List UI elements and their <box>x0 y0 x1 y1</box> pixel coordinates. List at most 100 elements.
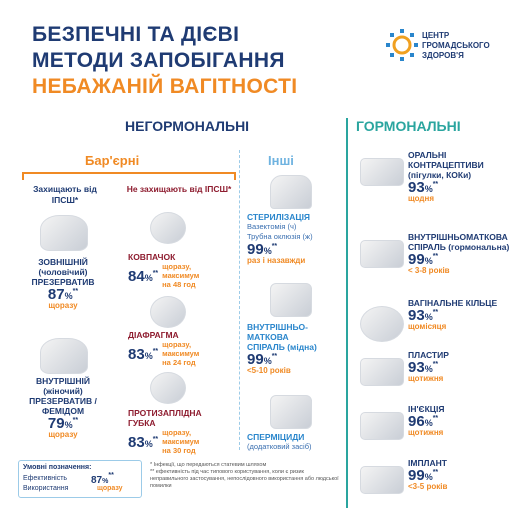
rate-note: ** <box>271 353 278 360</box>
usage-line: максимум <box>162 349 200 358</box>
rate-note: ** <box>432 469 439 476</box>
rate-note: ** <box>152 347 159 355</box>
method-name: ІН'ЄКЦІЯ <box>408 404 445 414</box>
rate-value: 93 <box>408 179 425 196</box>
rate-unit: % <box>424 472 433 482</box>
footnote: ** ефективність під час типового користу… <box>150 469 339 489</box>
divider <box>239 150 240 450</box>
usage: щоразу, максимум на 48 год <box>162 262 199 289</box>
usage-line: щоразу <box>48 430 78 439</box>
title-line: МЕТОДИ ЗАПОБІГАННЯ <box>32 49 285 72</box>
logo-text: ЦЕНТР <box>422 31 450 40</box>
rate: 99%** <box>408 251 526 268</box>
rate-unit: % <box>424 312 433 322</box>
illustration <box>360 358 404 386</box>
rate: 93%** <box>408 179 526 196</box>
method-name: (чоловічий) <box>38 267 88 277</box>
illustration <box>360 466 404 494</box>
section-title: НЕГОРМОНАЛЬНІ <box>125 118 250 134</box>
rate-value: 99 <box>247 351 264 368</box>
rate-unit: % <box>424 364 433 374</box>
rate: 96%** <box>408 414 526 429</box>
rate-unit: % <box>64 291 73 301</box>
rate: 87%** <box>18 287 108 302</box>
illustration <box>150 296 186 328</box>
method-name: ДІАФРАГМА <box>128 330 179 340</box>
usage-line: на 48 год <box>162 280 196 289</box>
legend-usage: щоразу <box>97 485 123 492</box>
column-heading: Не захищають від ІПСШ* <box>126 184 232 194</box>
rate-unit: % <box>263 246 272 256</box>
usage-line: <5-10 років <box>247 366 291 375</box>
method-name: ВНУТРІШНІЙ <box>36 376 90 386</box>
rate-row: 83%** щоразу, максимум на 24 год <box>128 340 238 367</box>
rate: 99%** <box>408 467 526 484</box>
usage-line: максимум <box>162 271 200 280</box>
method-name: СТЕРИЛІЗАЦІЯ <box>247 212 311 222</box>
method: КОВПАЧОК 84%** щоразу, максимум на 48 год <box>128 252 238 289</box>
method-name: ГУБКА <box>128 418 156 428</box>
footnotes: * Інфекції, що передаються статевим шлях… <box>150 462 340 490</box>
method: ОРАЛЬНІ КОНТРАЦЕПТИВИ (пігулки, КОКи) 93%**… <box>408 150 526 204</box>
logo-mark <box>386 29 418 61</box>
subsection-title: Інші <box>268 153 294 168</box>
rate-value: 93 <box>408 359 425 376</box>
method: ЗОВНІШНІЙ (чоловічий) ПРЕЗЕРВАТИВ 87%** щора… <box>18 257 108 311</box>
divider <box>346 118 348 508</box>
rate-note: ** <box>432 361 439 368</box>
legend-label: Ефективність <box>23 475 68 482</box>
footnote: * Інфекції, що передаються статевим шлях… <box>150 462 267 468</box>
rate-note: ** <box>152 435 159 443</box>
rate-value: 99 <box>408 251 425 268</box>
method-name: ФЕМІДОМ <box>41 406 85 416</box>
method-name: СПІРАЛЬ (мідна) <box>247 342 317 352</box>
rate-value: 99 <box>408 467 425 484</box>
rate-value: 84 <box>128 267 145 285</box>
method: ІМПЛАНТ 99%** <3-5 років <box>408 458 526 492</box>
method-name: ПРЕЗЕРВАТИВ / <box>29 396 97 406</box>
rate-note: ** <box>72 288 79 295</box>
method-name: МАТКОВА <box>247 332 289 342</box>
usage-line: щоразу <box>48 301 78 310</box>
rate-value: 99 <box>247 241 264 258</box>
method-detail: Вазектомія (ч) <box>247 222 297 231</box>
method-name: ПРЕЗЕРВАТИВ <box>31 277 95 287</box>
method-name: ВНУТРІШНЬОМАТКОВА <box>408 232 508 242</box>
illustration <box>270 175 312 209</box>
usage-line: щодня <box>408 194 435 203</box>
illustration <box>150 212 186 244</box>
illustration <box>360 306 404 342</box>
usage-line: <3-5 років <box>408 482 448 491</box>
rate-value: 87 <box>91 475 103 486</box>
method-detail: (додатковий засіб) <box>247 442 312 451</box>
rate-unit: % <box>263 356 272 366</box>
method: СТЕРИЛІЗАЦІЯ Вазектомія (ч) Трубна оклюзія… <box>247 212 345 266</box>
illustration <box>270 283 312 317</box>
rate-row: 83%** щоразу, максимум на 30 год <box>128 428 238 455</box>
rate-unit: % <box>144 438 153 449</box>
usage-line: на 30 год <box>162 446 196 455</box>
rate-unit: % <box>424 418 433 428</box>
rate-note: ** <box>108 472 114 479</box>
method-name: СПЕРМІЦИДИ <box>247 432 305 442</box>
method: ПЛАСТИР 93%** щотижня <box>408 350 526 384</box>
rate-note: ** <box>152 269 159 277</box>
rate: 99%** <box>247 241 345 258</box>
section-title: ГОРМОНАЛЬНІ <box>356 118 461 134</box>
method-name: ВНУТРІШНЬО- <box>247 322 308 332</box>
bracket <box>22 172 236 180</box>
usage-line: щотижня <box>408 428 444 437</box>
method: ПРОТИЗАПЛІДНА ГУБКА 83%** щоразу, максимум на… <box>128 408 238 455</box>
usage-line: щотижня <box>408 374 444 383</box>
rate-value: 79 <box>47 415 65 432</box>
illustration <box>150 372 186 404</box>
illustration <box>360 412 404 440</box>
rate-unit: % <box>144 272 153 283</box>
rate-note: ** <box>432 415 439 422</box>
rate-note: ** <box>432 253 439 260</box>
rate-note: ** <box>432 309 439 316</box>
legend-label: Використання <box>23 485 69 492</box>
title-line: БЕЗПЕЧНІ ТА ДІЄВІ <box>32 23 240 46</box>
rate-unit: % <box>64 420 73 430</box>
